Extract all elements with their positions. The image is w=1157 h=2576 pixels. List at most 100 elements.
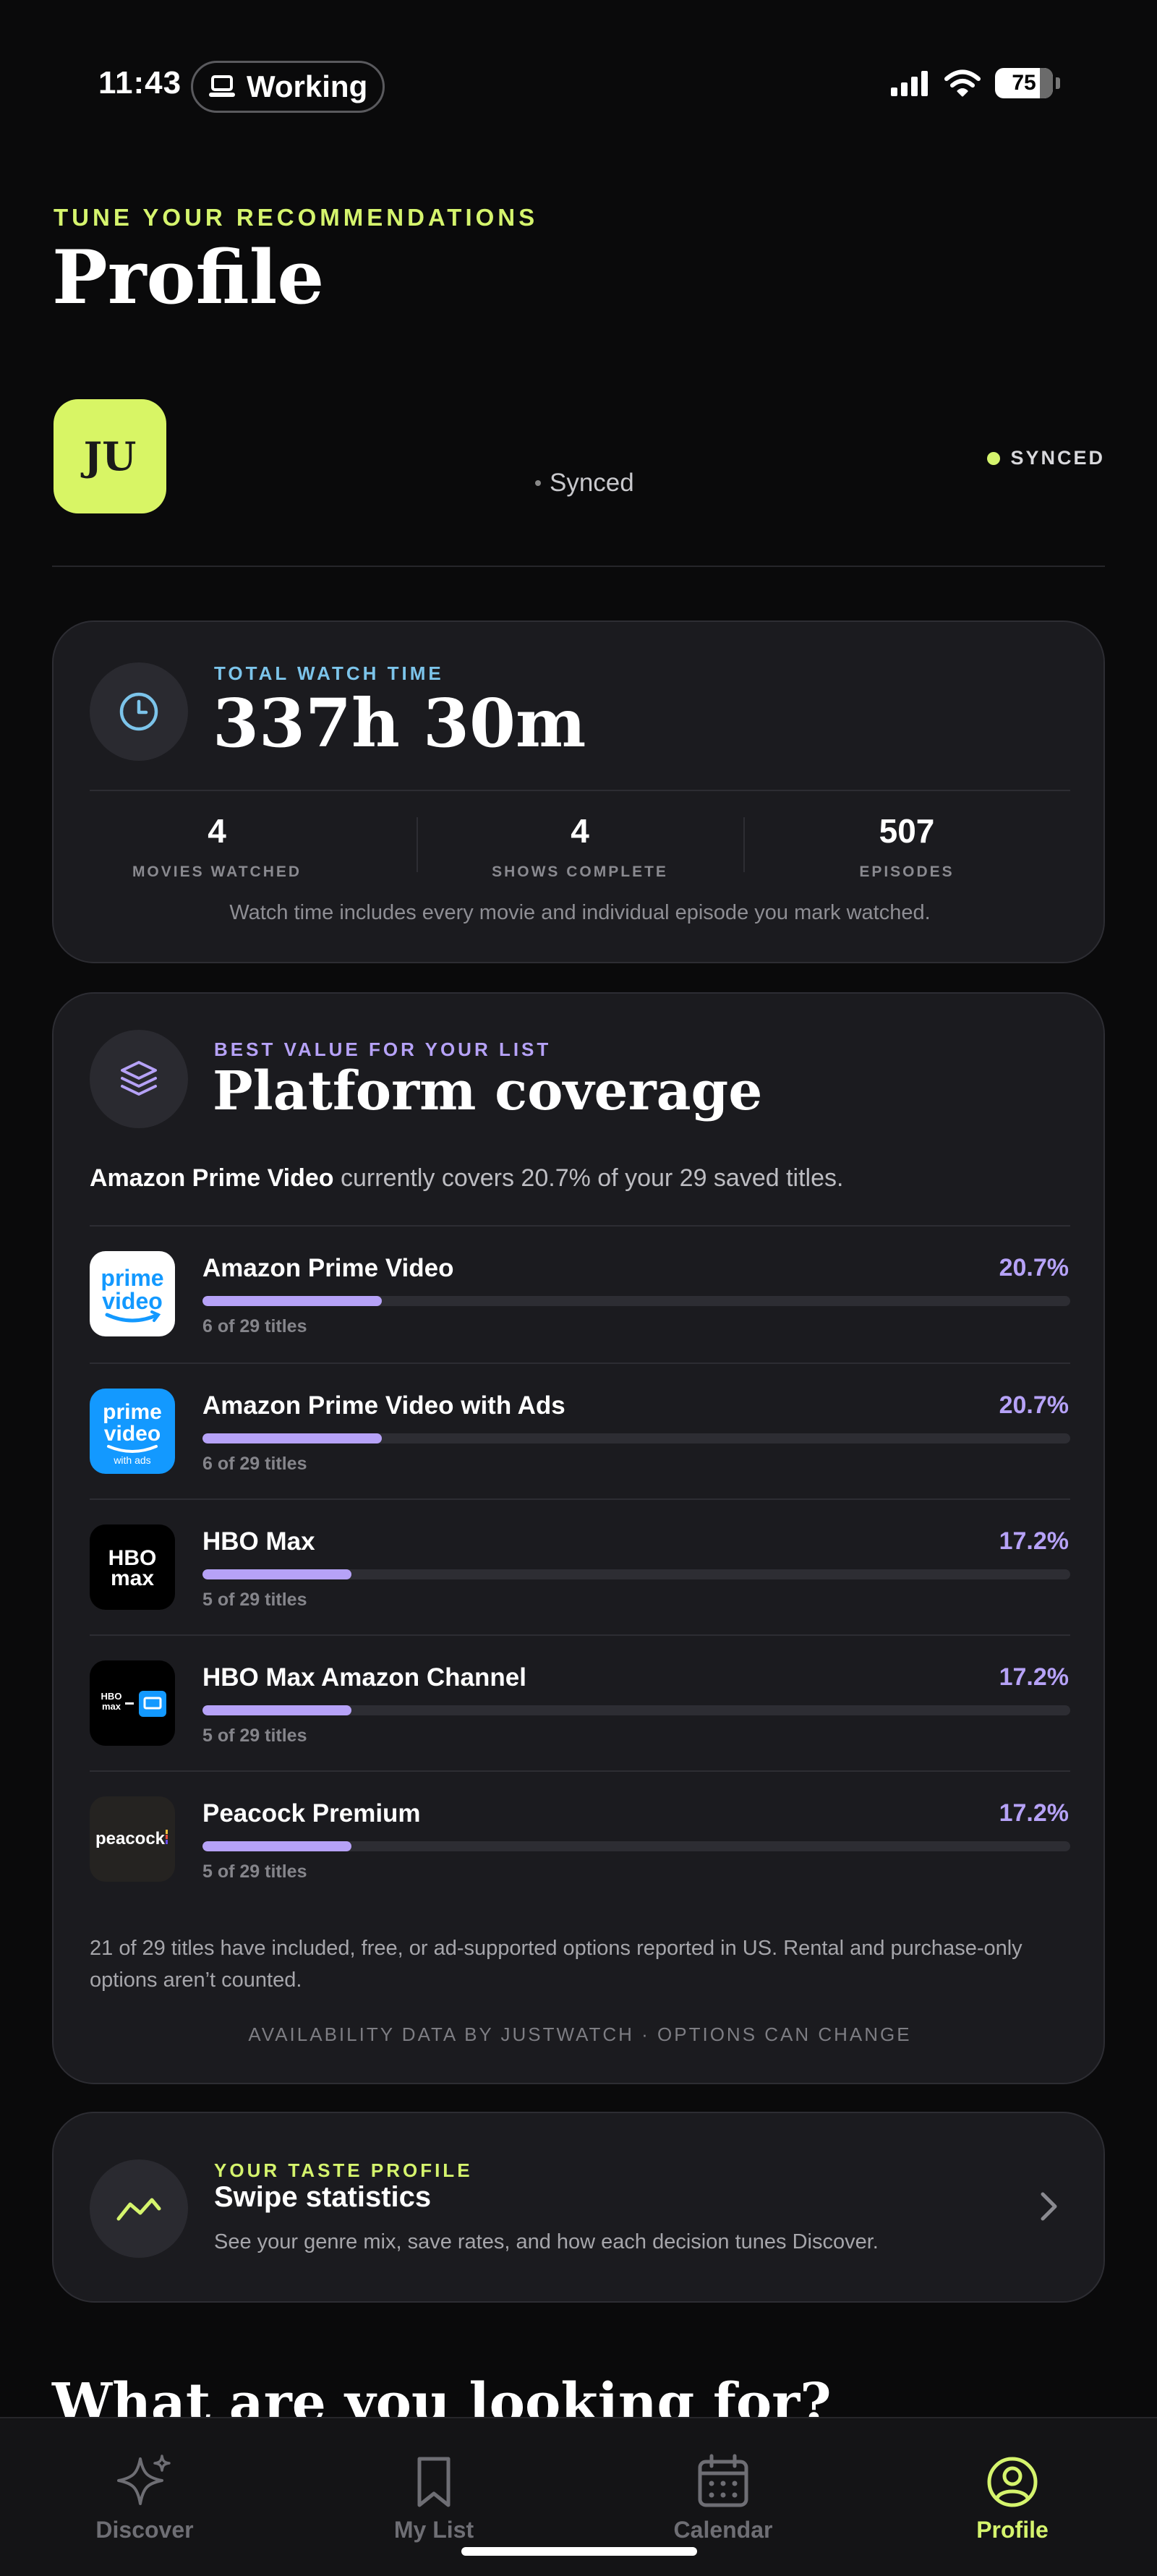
tab-my-list[interactable]: My List: [325, 2453, 542, 2543]
focus-mode-label: Working: [247, 69, 368, 103]
platform-row-peacock[interactable]: peacock Peacock Premium 17.2% 5 of 29 ti…: [90, 1772, 1070, 1908]
sparkles-icon: [117, 2455, 171, 2505]
coverage-bar-fill: [202, 1841, 352, 1851]
wifi-icon: [944, 69, 981, 97]
peacock-logo-icon: peacock: [90, 1796, 175, 1882]
stat-label: EPISODES: [859, 863, 955, 880]
prime-video-ads-logo-icon: prime video with ads: [90, 1389, 175, 1474]
platform-name: Peacock Premium: [202, 1799, 421, 1827]
platform-row-prime-video-ads[interactable]: prime video with ads Amazon Prime Video …: [90, 1364, 1070, 1500]
coverage-bar-fill: [202, 1433, 383, 1443]
stat-label: SHOWS COMPLETE: [492, 863, 668, 880]
trend-icon-badge: [90, 2159, 188, 2258]
sync-dot: [535, 480, 541, 486]
logo-text: with ads: [113, 1454, 150, 1466]
row-divider: [90, 1498, 1070, 1500]
coverage-bar: [202, 1705, 1070, 1715]
tab-profile[interactable]: Profile: [904, 2453, 1121, 2543]
header-divider: [52, 566, 1105, 567]
sync-status-text: Synced: [550, 469, 634, 497]
hbo-max-logo-icon: HBO max: [90, 1524, 175, 1610]
platform-percent: 20.7%: [999, 1391, 1069, 1419]
synced-badge-label: SYNCED: [1010, 447, 1105, 469]
platform-count: 5 of 29 titles: [202, 1726, 307, 1746]
stat-value: 4: [571, 812, 589, 850]
status-time: 11:43: [98, 65, 182, 101]
layers-icon-badge: [90, 1030, 188, 1128]
data-source-note: AVAILABILITY DATA BY JUSTWATCH · OPTIONS…: [248, 2023, 912, 2045]
page-eyebrow: TUNE YOUR RECOMMENDATIONS: [54, 204, 539, 231]
bookmark-icon: [417, 2457, 451, 2507]
page-title: Profile: [52, 234, 325, 321]
battery-level: 75: [1012, 71, 1036, 95]
platform-coverage-card: BEST VALUE FOR YOUR LIST Platform covera…: [52, 992, 1105, 2084]
laptop-icon: [209, 75, 235, 97]
platform-name: Amazon Prime Video: [202, 1254, 454, 1282]
coverage-footnote: 21 of 29 titles have included, free, or …: [90, 1937, 1022, 1992]
platform-percent: 17.2%: [999, 1663, 1069, 1691]
stat-divider: [743, 817, 745, 872]
coverage-bar-fill: [202, 1296, 383, 1306]
platform-percent: 20.7%: [999, 1254, 1069, 1281]
row-divider: [90, 1770, 1070, 1772]
clock-icon-badge: [90, 662, 188, 761]
home-indicator[interactable]: [461, 2547, 697, 2556]
platform-title: Platform coverage: [213, 1060, 763, 1122]
logo-text: HBO: [108, 1546, 157, 1570]
watch-time-card: TOTAL WATCH TIME 337h 30m 4 MOVIES WATCH…: [52, 620, 1105, 963]
total-watch-time: 337h 30m: [213, 684, 586, 762]
logo-text: HBO: [101, 1691, 122, 1702]
platform-count: 5 of 29 titles: [202, 1590, 307, 1610]
tab-calendar[interactable]: Calendar: [615, 2453, 832, 2543]
tab-label: Calendar: [673, 2517, 773, 2543]
platform-name: HBO Max Amazon Channel: [202, 1663, 526, 1692]
platform-count: 5 of 29 titles: [202, 1861, 307, 1882]
platform-row-hbo-max[interactable]: HBO max HBO Max 17.2% 5 of 29 titles: [90, 1500, 1070, 1636]
synced-badge: SYNCED: [987, 447, 1105, 469]
tab-discover[interactable]: Discover: [36, 2453, 253, 2543]
logo-text: max: [102, 1701, 121, 1712]
synced-dot: [987, 451, 1001, 465]
platform-summary: Amazon Prime Video currently covers 20.7…: [90, 1164, 843, 1193]
swipe-description: See your genre mix, save rates, and how …: [214, 2230, 879, 2253]
stat-episodes: 507 EPISODES: [743, 811, 1070, 881]
logo-text: video: [102, 1288, 163, 1314]
status-bar: 11:43 Working 75: [0, 0, 1157, 145]
tab-label: My List: [393, 2517, 474, 2543]
logo-text: peacock: [95, 1829, 166, 1848]
stat-movies-watched: 4 MOVIES WATCHED: [54, 811, 380, 881]
platform-row-prime-video[interactable]: prime video Amazon Prime Video 20.7% 6 o…: [90, 1227, 1070, 1362]
prime-video-logo-icon: prime video: [90, 1251, 175, 1336]
stat-shows-complete: 4 SHOWS COMPLETE: [417, 811, 743, 881]
top-platform-name: Amazon Prime Video: [90, 1164, 334, 1192]
battery-indicator: 75: [995, 68, 1053, 98]
watch-time-note: Watch time includes every movie and indi…: [229, 901, 931, 924]
avatar[interactable]: JU: [54, 399, 166, 513]
watch-time-eyebrow: TOTAL WATCH TIME: [214, 662, 444, 684]
stat-value: 4: [208, 812, 226, 850]
focus-mode-pill[interactable]: Working: [191, 61, 385, 113]
coverage-bar-fill: [202, 1569, 352, 1579]
row-divider: [90, 1362, 1070, 1364]
platform-name: Amazon Prime Video with Ads: [202, 1391, 565, 1420]
tab-label: Profile: [976, 2517, 1049, 2543]
stat-label: MOVIES WATCHED: [132, 863, 302, 880]
swipe-eyebrow: YOUR TASTE PROFILE: [214, 2159, 473, 2181]
cellular-signal-icon: [891, 71, 928, 96]
coverage-bar-fill: [202, 1705, 352, 1715]
logo-text: max: [111, 1566, 154, 1590]
chevron-right-icon: [1041, 2192, 1057, 2221]
swipe-title: Swipe statistics: [214, 2181, 432, 2213]
trend-line-icon: [116, 2198, 161, 2221]
coverage-bar: [202, 1433, 1070, 1443]
platform-row-hbo-max-channel[interactable]: HBO max HBO Max Amazon Channel 17.2% 5 o…: [90, 1636, 1070, 1772]
logo-text: prime: [101, 1265, 163, 1291]
tab-label: Discover: [95, 2517, 194, 2543]
person-circle-icon: [987, 2457, 1038, 2507]
swipe-statistics-card[interactable]: YOUR TASTE PROFILE Swipe statistics See …: [52, 2112, 1105, 2303]
clock-icon: [119, 692, 158, 731]
hbo-max-channel-logo-icon: HBO max: [90, 1660, 175, 1746]
layers-icon: [121, 1061, 157, 1096]
logo-text: prime: [103, 1400, 162, 1424]
logo-text: video: [104, 1422, 161, 1446]
